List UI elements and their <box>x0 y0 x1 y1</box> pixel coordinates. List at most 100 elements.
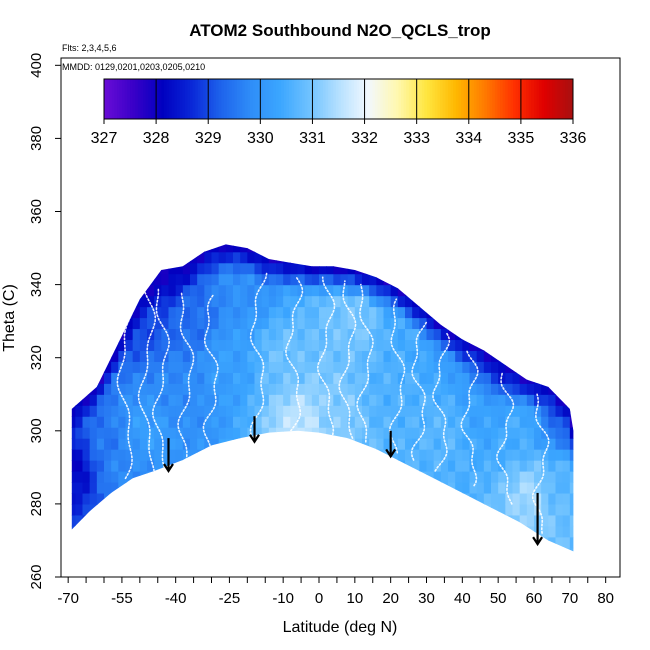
heatmap-cell <box>161 481 170 494</box>
heatmap-cell <box>268 514 277 527</box>
heatmap-cell <box>426 383 435 395</box>
heatmap-cell <box>262 559 270 571</box>
heatmap-cell <box>498 394 506 406</box>
heatmap-cell <box>333 503 342 516</box>
heatmap-cell <box>376 481 385 494</box>
heatmap-cell <box>534 262 542 275</box>
heatmap-cell <box>569 295 574 308</box>
heatmap-cell <box>290 372 299 384</box>
heatmap-cell <box>147 427 155 439</box>
heatmap-cell <box>161 306 170 319</box>
heatmap-cell <box>168 427 177 439</box>
heatmap-cell <box>118 536 127 549</box>
colorbar-segment <box>333 79 337 119</box>
heatmap-cell <box>276 230 284 242</box>
heatmap-cell <box>476 438 485 450</box>
heatmap-cell <box>240 306 248 319</box>
heatmap-cell <box>211 306 220 319</box>
heatmap-cell <box>520 559 528 571</box>
heatmap-cell <box>255 230 263 242</box>
heatmap-cell <box>376 361 385 373</box>
heatmap-cell <box>211 460 220 472</box>
heatmap-cell <box>147 405 155 417</box>
heatmap-cell <box>512 503 521 516</box>
heatmap-cell <box>161 492 170 505</box>
colorbar-segment <box>364 79 368 119</box>
heatmap-cell <box>383 503 392 516</box>
colorbar-segment <box>218 79 222 119</box>
heatmap-cell <box>562 383 571 395</box>
heatmap-cell <box>90 219 98 231</box>
heatmap-cell <box>347 383 356 395</box>
heatmap-cell <box>333 350 342 362</box>
heatmap-cell <box>326 547 334 552</box>
heatmap-cell <box>319 262 327 275</box>
heatmap-cell <box>290 383 299 395</box>
heatmap-cell <box>569 514 574 527</box>
heatmap-cell <box>89 471 98 483</box>
heatmap-cell <box>233 405 241 417</box>
heatmap-cell <box>197 547 205 552</box>
heatmap-cell <box>412 317 420 330</box>
heatmap-cell <box>261 284 270 297</box>
heatmap-cell <box>82 471 91 483</box>
heatmap-cell <box>476 514 485 527</box>
heatmap-cell <box>469 449 478 461</box>
heatmap-cell <box>147 230 155 242</box>
heatmap-cell <box>183 559 191 571</box>
heatmap-cell <box>426 438 435 450</box>
heatmap-cell <box>168 372 177 384</box>
heatmap-cell <box>111 262 119 275</box>
heatmap-cell <box>225 438 234 450</box>
heatmap-cell <box>326 427 334 439</box>
colorbar-segment <box>382 79 386 119</box>
heatmap-cell <box>347 525 356 538</box>
heatmap-cell <box>548 372 557 384</box>
heatmap-cell <box>268 244 277 253</box>
colorbar-segment <box>335 79 339 119</box>
heatmap-cell <box>104 273 112 286</box>
heatmap-cell <box>476 350 485 362</box>
heatmap-cell <box>319 514 327 527</box>
heatmap-cell <box>261 295 270 308</box>
heatmap-cell <box>519 350 528 362</box>
heatmap-cell <box>534 219 542 231</box>
heatmap-cell <box>211 339 220 351</box>
heatmap-cell <box>362 306 370 319</box>
heatmap-cell <box>139 273 148 286</box>
heatmap-cell <box>111 416 119 428</box>
heatmap-cell <box>369 383 377 395</box>
heatmap-cell <box>448 383 456 395</box>
heatmap-cell <box>498 481 506 494</box>
heatmap-cell <box>498 295 506 308</box>
heatmap-cell <box>297 328 306 341</box>
heatmap-cell <box>326 284 334 297</box>
heatmap-cell <box>541 372 549 384</box>
x-tick-label: 10 <box>346 590 363 607</box>
heatmap-cell <box>505 361 514 373</box>
heatmap-cell <box>182 251 191 264</box>
heatmap-cell <box>111 525 119 538</box>
heatmap-cell <box>433 339 442 351</box>
heatmap-cell <box>384 219 392 231</box>
heatmap-cell <box>233 372 241 384</box>
heatmap-cell <box>254 350 263 362</box>
colorbar-segment <box>518 79 522 119</box>
heatmap-cell <box>169 219 177 231</box>
heatmap-cell <box>219 559 227 571</box>
heatmap-cell <box>71 394 76 406</box>
heatmap-cell <box>426 350 435 362</box>
heatmap-cell <box>362 514 370 527</box>
heatmap-cell <box>319 219 327 231</box>
heatmap-cell <box>347 339 356 351</box>
heatmap-cell <box>354 416 363 428</box>
heatmap-cell <box>362 244 370 253</box>
heatmap-cell <box>519 273 528 286</box>
heatmap-cell <box>455 295 463 308</box>
heatmap-cell <box>326 536 334 549</box>
heatmap-cell <box>433 262 442 275</box>
heatmap-cell <box>190 481 198 494</box>
heatmap-cell <box>247 317 256 330</box>
colorbar-segment <box>393 79 397 119</box>
heatmap-cell <box>519 328 528 341</box>
